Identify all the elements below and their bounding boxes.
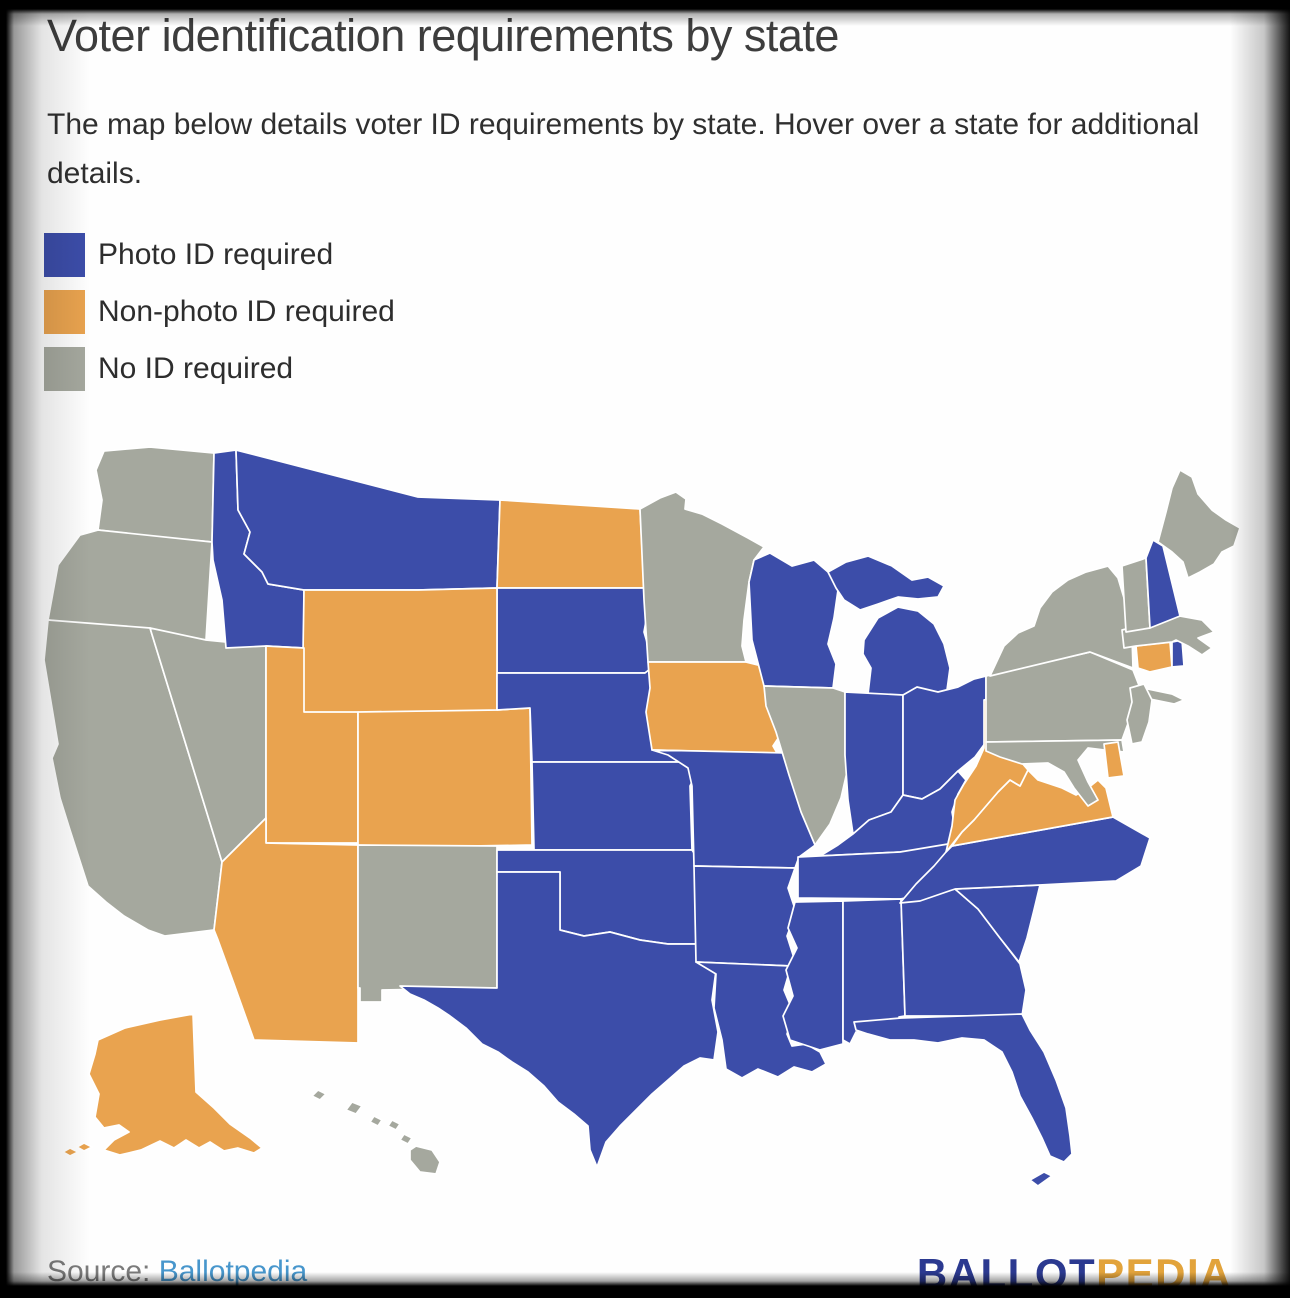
legend-label-photo-id: Photo ID required <box>98 238 334 271</box>
state-connecticut[interactable] <box>1135 641 1173 673</box>
state-colorado[interactable] <box>357 707 533 849</box>
logo-ballot: BALLOT <box>916 1250 1097 1297</box>
state-new-york[interactable] <box>989 565 1134 677</box>
state-new-jersey[interactable] <box>1126 683 1153 745</box>
state-delaware[interactable] <box>1103 741 1125 779</box>
state-kansas[interactable] <box>531 761 698 851</box>
legend-label-nonphoto-id: Non-photo ID required <box>98 295 395 328</box>
state-wisconsin[interactable] <box>748 552 839 689</box>
state-arizona[interactable] <box>213 817 359 1044</box>
state-new-mexico[interactable] <box>357 844 498 1003</box>
state-north-dakota[interactable] <box>496 499 645 589</box>
source-line: Source: Ballotpedia <box>47 1255 307 1289</box>
state-wyoming[interactable] <box>301 587 498 717</box>
state-florida-keys[interactable] <box>1029 1171 1053 1187</box>
state-michigan-lower[interactable] <box>862 606 951 704</box>
state-south-dakota[interactable] <box>496 587 658 674</box>
state-maine[interactable] <box>1157 469 1241 579</box>
logo-pedia: PEDIA <box>1096 1250 1232 1297</box>
state-mississippi[interactable] <box>782 900 844 1051</box>
state-michigan-upper[interactable] <box>827 555 945 611</box>
state-south-carolina[interactable] <box>954 884 1041 963</box>
state-hawaii-big-island[interactable] <box>409 1145 441 1175</box>
state-new-hampshire[interactable] <box>1145 539 1181 629</box>
legend-label-no-id: No ID required <box>98 352 294 385</box>
state-washington[interactable] <box>95 446 215 543</box>
ballotpedia-logo: BALLOTPEDIA <box>917 1250 1232 1298</box>
source-label: Source: <box>47 1255 159 1288</box>
state-alaska[interactable] <box>88 1013 263 1156</box>
state-alaska-islet-2[interactable] <box>76 1142 93 1152</box>
state-hawaii-niihau[interactable] <box>311 1089 327 1101</box>
state-north-carolina[interactable] <box>899 816 1151 904</box>
state-arkansas[interactable] <box>693 865 797 967</box>
page-subtitle: The map below details voter ID requireme… <box>47 108 1200 190</box>
state-florida[interactable] <box>853 1013 1073 1163</box>
state-montana[interactable] <box>235 449 501 591</box>
state-hawaii-maui[interactable] <box>399 1133 413 1145</box>
state-minnesota[interactable] <box>639 491 765 663</box>
state-hawaii-molokai[interactable] <box>387 1119 401 1131</box>
source-link[interactable]: Ballotpedia <box>158 1255 308 1288</box>
state-hawaii-kauai[interactable] <box>345 1101 363 1115</box>
state-texas[interactable] <box>399 871 719 1168</box>
state-hawaii-oahu[interactable] <box>369 1115 383 1127</box>
state-alaska-islet-1[interactable] <box>62 1147 79 1157</box>
